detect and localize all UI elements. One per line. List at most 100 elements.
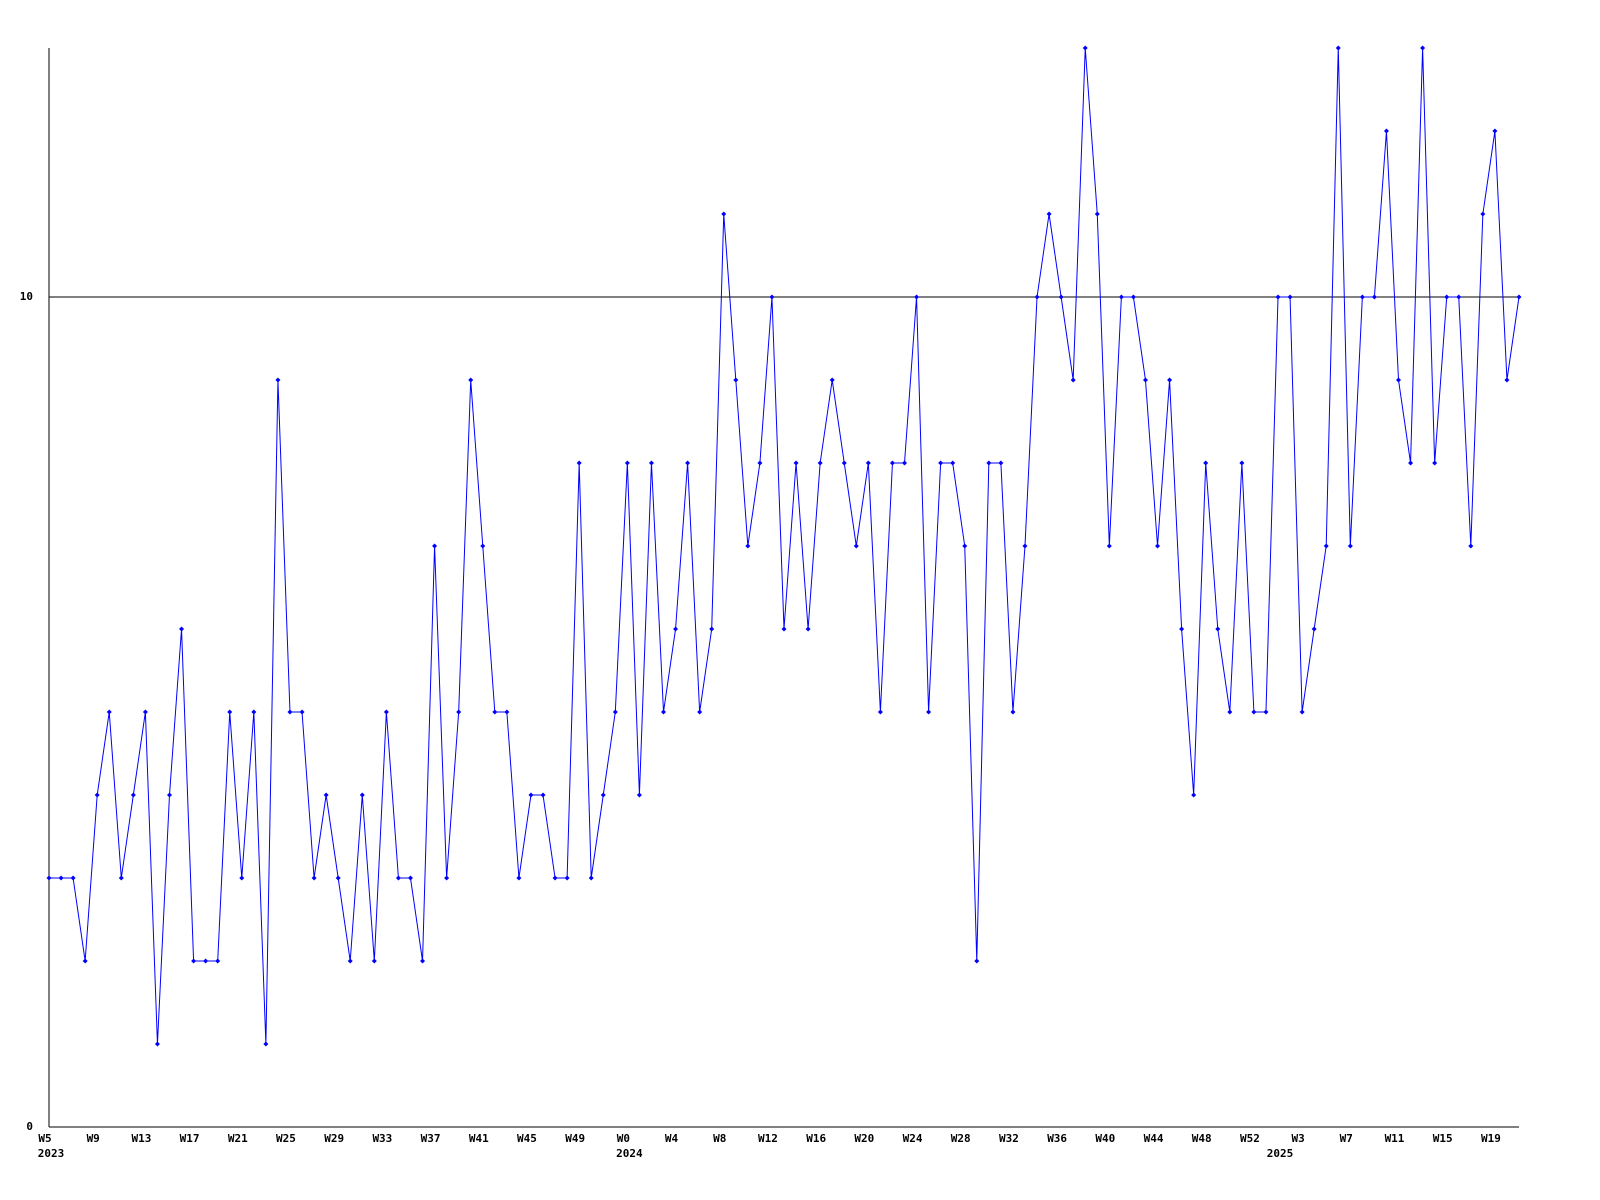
point-marker bbox=[1094, 211, 1100, 217]
x-tick-label: W7 bbox=[1340, 1132, 1353, 1145]
x-tick-label: W20 bbox=[854, 1132, 874, 1145]
point-marker bbox=[926, 709, 932, 715]
point-marker bbox=[251, 709, 257, 715]
point-marker bbox=[661, 709, 667, 715]
point-marker bbox=[263, 1041, 269, 1047]
point-marker bbox=[1287, 294, 1293, 300]
point-marker bbox=[1034, 294, 1040, 300]
point-marker bbox=[721, 211, 727, 217]
x-tick-label: W5 bbox=[38, 1132, 51, 1145]
point-marker bbox=[685, 460, 691, 466]
point-marker bbox=[1516, 294, 1522, 300]
point-marker bbox=[1167, 377, 1173, 383]
point-marker bbox=[877, 709, 883, 715]
x-tick-label: W3 bbox=[1291, 1132, 1304, 1145]
point-marker bbox=[1070, 377, 1076, 383]
point-marker bbox=[227, 709, 233, 715]
x-tick-label: W32 bbox=[999, 1132, 1019, 1145]
point-marker bbox=[142, 709, 148, 715]
point-marker bbox=[817, 460, 823, 466]
point-marker bbox=[1396, 377, 1402, 383]
point-marker bbox=[275, 377, 281, 383]
point-marker bbox=[46, 875, 52, 881]
point-marker bbox=[1058, 294, 1064, 300]
point-marker bbox=[962, 543, 968, 549]
point-marker bbox=[215, 958, 221, 964]
point-marker bbox=[1383, 128, 1389, 134]
point-marker bbox=[841, 460, 847, 466]
y-tick-label: 10 bbox=[20, 290, 33, 303]
point-marker bbox=[914, 294, 920, 300]
point-marker bbox=[432, 543, 438, 549]
point-marker bbox=[1444, 294, 1450, 300]
point-marker bbox=[1335, 45, 1341, 51]
point-marker bbox=[456, 709, 462, 715]
point-marker bbox=[492, 709, 498, 715]
x-tick-label: W8 bbox=[713, 1132, 726, 1145]
point-marker bbox=[516, 875, 522, 881]
point-marker bbox=[540, 792, 546, 798]
x-tick-label: W44 bbox=[1144, 1132, 1164, 1145]
point-marker bbox=[889, 460, 895, 466]
point-marker bbox=[612, 709, 618, 715]
point-marker bbox=[648, 460, 654, 466]
x-tick-label: W13 bbox=[131, 1132, 151, 1145]
x-tick-label: W29 bbox=[324, 1132, 344, 1145]
point-marker bbox=[420, 958, 426, 964]
point-marker bbox=[1010, 709, 1016, 715]
point-marker bbox=[576, 460, 582, 466]
point-marker bbox=[624, 460, 630, 466]
point-marker bbox=[1480, 211, 1486, 217]
point-marker bbox=[468, 377, 474, 383]
point-marker bbox=[1420, 45, 1426, 51]
point-marker bbox=[781, 626, 787, 632]
point-marker bbox=[1371, 294, 1377, 300]
point-marker bbox=[480, 543, 486, 549]
x-tick-label: W36 bbox=[1047, 1132, 1067, 1145]
point-marker bbox=[588, 875, 594, 881]
point-marker bbox=[829, 377, 835, 383]
x-year-label: 2023 bbox=[38, 1147, 65, 1160]
point-marker bbox=[444, 875, 450, 881]
x-tick-label: W33 bbox=[372, 1132, 392, 1145]
point-marker bbox=[58, 875, 64, 881]
point-marker bbox=[106, 709, 112, 715]
point-marker bbox=[1311, 626, 1317, 632]
x-tick-label: W21 bbox=[228, 1132, 248, 1145]
point-marker bbox=[1142, 377, 1148, 383]
point-marker bbox=[1456, 294, 1462, 300]
point-marker bbox=[974, 958, 980, 964]
x-year-label: 2025 bbox=[1267, 1147, 1294, 1160]
point-marker bbox=[166, 792, 172, 798]
point-marker bbox=[1191, 792, 1197, 798]
point-marker bbox=[1359, 294, 1365, 300]
x-tick-label: W49 bbox=[565, 1132, 585, 1145]
point-marker bbox=[359, 792, 365, 798]
point-marker bbox=[853, 543, 859, 549]
x-tick-label: W9 bbox=[87, 1132, 100, 1145]
x-tick-label: W45 bbox=[517, 1132, 537, 1145]
point-marker bbox=[311, 875, 317, 881]
point-marker bbox=[1022, 543, 1028, 549]
x-tick-label: W41 bbox=[469, 1132, 489, 1145]
point-marker bbox=[504, 709, 510, 715]
point-marker bbox=[1251, 709, 1257, 715]
y-tick-label: 0 bbox=[26, 1120, 33, 1133]
point-marker bbox=[709, 626, 715, 632]
point-marker bbox=[528, 792, 534, 798]
point-marker bbox=[1179, 626, 1185, 632]
point-marker bbox=[564, 875, 570, 881]
point-marker bbox=[998, 460, 1004, 466]
point-marker bbox=[1082, 45, 1088, 51]
point-marker bbox=[1263, 709, 1269, 715]
point-marker bbox=[154, 1041, 160, 1047]
point-marker bbox=[793, 460, 799, 466]
point-marker bbox=[191, 958, 197, 964]
x-tick-label: W19 bbox=[1481, 1132, 1501, 1145]
point-marker bbox=[1468, 543, 1474, 549]
point-marker bbox=[1275, 294, 1281, 300]
x-tick-label: W37 bbox=[421, 1132, 441, 1145]
point-marker bbox=[239, 875, 245, 881]
point-marker bbox=[697, 709, 703, 715]
